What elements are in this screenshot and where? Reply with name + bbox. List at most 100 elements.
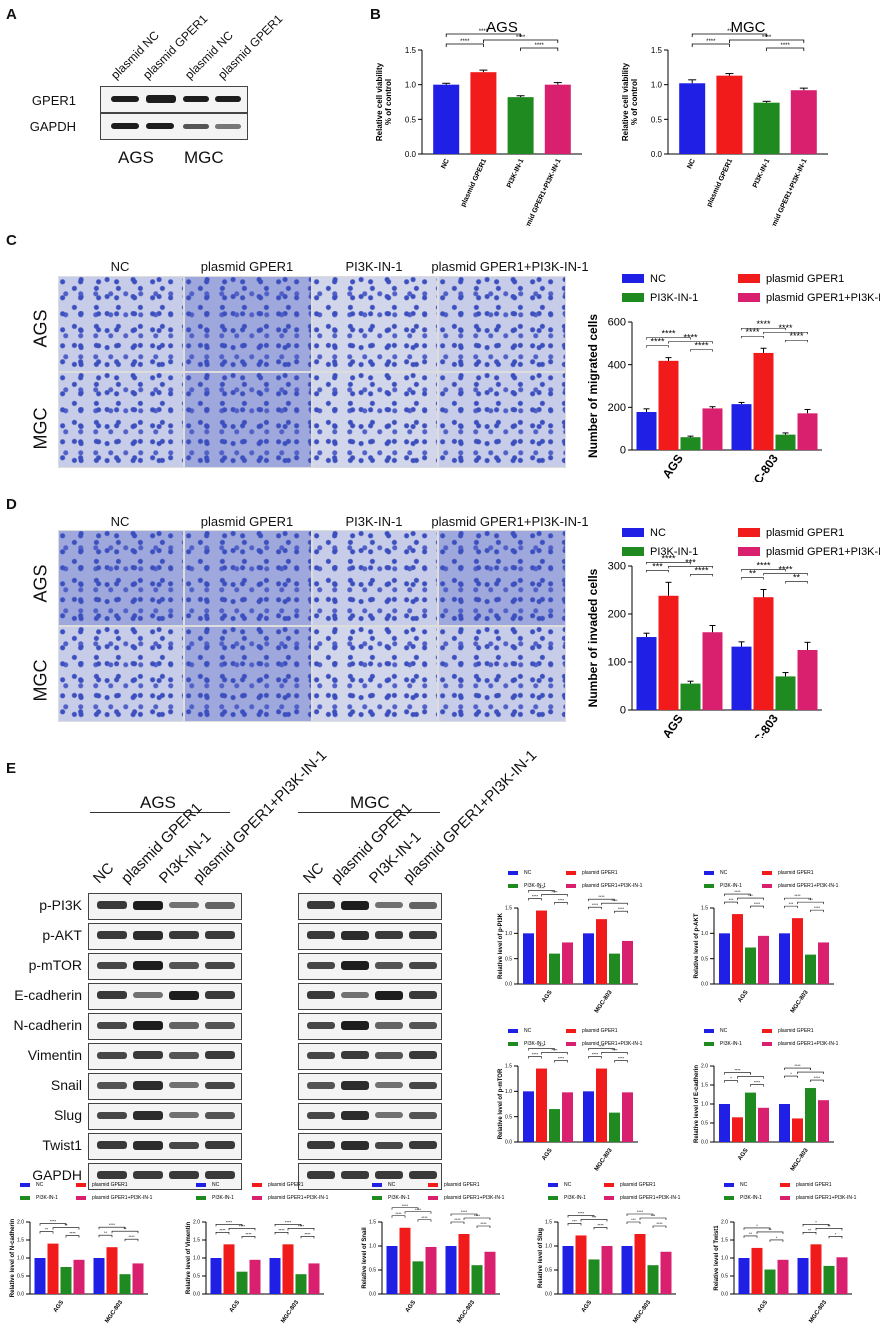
sig-bracket <box>737 1076 764 1079</box>
legend-label: plasmid GPER1 <box>766 273 844 285</box>
group-label: AGS <box>118 148 154 167</box>
legend-label: plasmid GPER1+PI3K-IN-1 <box>766 292 880 304</box>
blot-strip <box>88 1013 242 1040</box>
legend-label: PI3K-IN-1 <box>720 1041 742 1047</box>
sig-label: **** <box>778 323 793 333</box>
bar <box>777 1259 789 1294</box>
legend-swatch <box>762 884 772 888</box>
sig-bracket <box>668 566 713 569</box>
sig-label: **** <box>551 890 558 895</box>
sig-bracket <box>588 1056 602 1059</box>
bar <box>412 1261 424 1294</box>
y-tick-label: 1.0 <box>405 81 417 90</box>
sig-bracket <box>828 1236 843 1239</box>
bar <box>609 953 620 984</box>
x-tick-label: NC <box>686 158 697 170</box>
bar <box>484 1251 496 1294</box>
sig-bracket <box>626 1221 641 1224</box>
blot-row-label: E-cadherin <box>14 987 82 1003</box>
sig-label: ** <box>749 1231 753 1236</box>
sig-label: **** <box>694 565 709 575</box>
sig-bracket <box>111 1230 139 1234</box>
y-tick-label: 1.5 <box>701 906 708 912</box>
sig-label: **** <box>794 893 801 898</box>
sig-bracket <box>810 909 824 913</box>
sig-bracket <box>741 577 764 580</box>
legend-swatch <box>548 1196 558 1200</box>
sig-bracket <box>588 898 615 902</box>
sig-bracket <box>802 1224 830 1227</box>
legend-label: PI3K-IN-1 <box>524 1041 546 1047</box>
y-tick-label: 0.0 <box>405 150 417 159</box>
sig-label: * <box>835 1231 837 1236</box>
y-tick-label: 0.5 <box>701 956 708 962</box>
legend-label: PI3K-IN-1 <box>650 546 698 558</box>
legend-swatch <box>196 1196 206 1200</box>
legend-label: NC <box>650 527 666 539</box>
sig-label: **** <box>474 1213 481 1218</box>
sig-label: **** <box>516 35 526 41</box>
bar <box>621 1246 633 1294</box>
bar <box>775 676 796 710</box>
sig-bracket <box>756 1231 784 1234</box>
chart-e-ppi3k: NC PI3K-IN-1 plasmid GPER1 plasmid GPER1+PI… <box>498 870 643 1014</box>
legend-label: plasmid GPER1+PI3K-IN-1 <box>620 1195 681 1201</box>
legend-label: plasmid GPER1+PI3K-IN-1 <box>778 1041 839 1047</box>
chart-d-invaded: NC PI3K-IN-1 plasmid GPER1 plasmid GPER1+PI… <box>586 527 880 738</box>
y-tick-label: 1.5 <box>545 1220 552 1226</box>
sig-label: ** <box>64 1223 68 1228</box>
bar <box>549 1109 560 1142</box>
y-tick-label: 400 <box>608 359 626 371</box>
column-header: PI3K-IN-1 <box>345 514 403 529</box>
sig-label: *** <box>651 1213 656 1218</box>
bar <box>716 75 743 154</box>
sig-bracket <box>98 1226 126 1230</box>
y-axis-label: % of control <box>384 79 393 125</box>
sig-label: **** <box>789 331 804 341</box>
legend-swatch <box>724 1196 734 1200</box>
sig-bracket <box>691 33 767 37</box>
sig-label: **** <box>298 1223 305 1228</box>
legend-swatch <box>566 1029 576 1033</box>
bar <box>622 940 633 984</box>
x-tick-label: PI3K-IN-1 <box>506 158 526 189</box>
micrograph <box>438 276 566 372</box>
sig-bracket <box>391 1207 419 1210</box>
sig-bracket <box>483 39 559 43</box>
sig-label: **** <box>245 1231 252 1236</box>
sig-label: **** <box>538 1044 545 1049</box>
legend-label: plasmid GPER1 <box>444 1182 480 1188</box>
bar <box>596 919 607 984</box>
sig-bracket <box>52 1227 80 1230</box>
blot-row-label: GPER1 <box>31 93 76 108</box>
column-header: NC <box>110 259 130 274</box>
sig-bracket <box>541 1052 568 1055</box>
panel-letter-a: A <box>6 6 17 23</box>
x-tick-label: MGC-803 <box>632 1299 652 1324</box>
bar <box>719 933 730 984</box>
legend-label: PI3K-IN-1 <box>212 1195 234 1201</box>
sig-label: **** <box>637 1209 644 1214</box>
sig-bracket <box>741 569 786 572</box>
legend-label: plasmid GPER1+PI3K-IN-1 <box>766 546 880 558</box>
sig-label: **** <box>756 319 771 329</box>
sig-label: **** <box>226 1219 233 1224</box>
sig-bracket <box>554 1060 568 1063</box>
chart-e-snail: NC PI3K-IN-1 plasmid GPER1 plasmid GPER1+PI… <box>362 1182 505 1324</box>
blot-strip <box>88 983 242 1010</box>
legend-swatch <box>508 1042 518 1046</box>
column-header: plasmid GPER1+PI3K-IN-1 <box>431 259 589 274</box>
sig-bracket <box>785 339 808 343</box>
sig-label: **** <box>683 333 698 343</box>
row-label: MGC <box>30 659 51 702</box>
sig-label: **** <box>551 1048 558 1053</box>
sig-label: **** <box>592 1052 599 1057</box>
y-tick-label: 2.0 <box>721 1220 728 1226</box>
bar <box>758 1107 769 1142</box>
micrograph <box>438 530 566 626</box>
blot-row-label: p-AKT <box>42 927 82 943</box>
sig-label: **** <box>706 39 716 45</box>
x-tick-label: AGS <box>660 452 686 481</box>
legend-swatch <box>704 1029 714 1033</box>
blot-strip <box>298 1133 442 1160</box>
